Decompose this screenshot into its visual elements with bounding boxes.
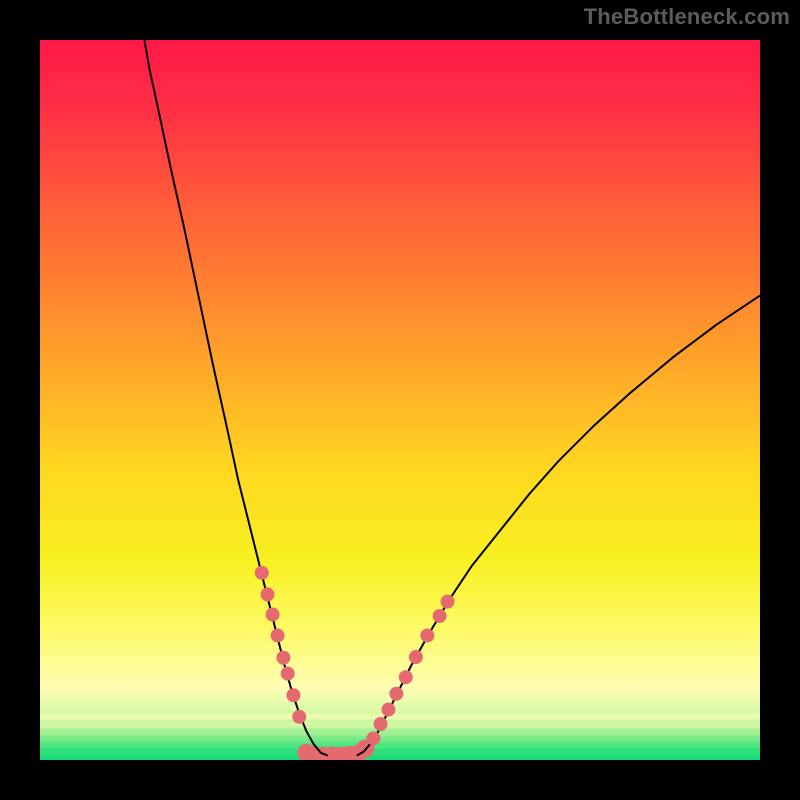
watermark-label: TheBottleneck.com (584, 4, 790, 30)
gradient-background (40, 40, 760, 760)
plot-area (40, 40, 760, 765)
bottleneck-curve-chart (0, 0, 800, 800)
bottleneck-chart-stage: TheBottleneck.com (0, 0, 800, 800)
